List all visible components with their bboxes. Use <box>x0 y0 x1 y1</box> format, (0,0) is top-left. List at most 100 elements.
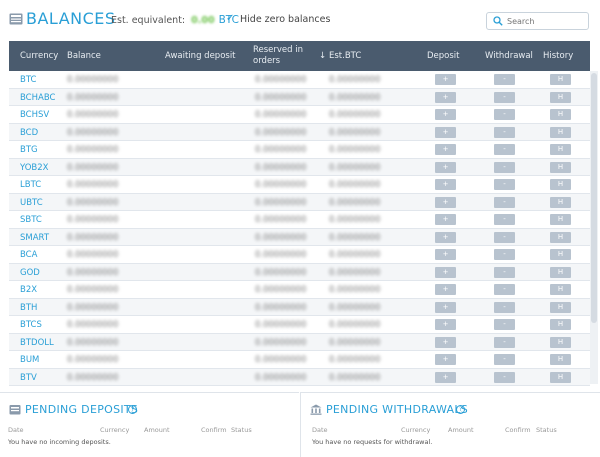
currency-link[interactable]: BTC <box>20 75 37 85</box>
deposit-button[interactable]: + <box>435 354 456 365</box>
table-row: UBTC 0.00000000 0.00000000 0.00000000 + - H <box>9 193 590 211</box>
deposit-button[interactable]: + <box>435 319 456 330</box>
withdrawal-button[interactable]: - <box>494 284 515 295</box>
withdrawal-button[interactable]: - <box>494 126 515 138</box>
withdrawal-button[interactable]: - <box>494 371 515 383</box>
history-button[interactable]: H <box>550 91 571 103</box>
table-row: BUM 0.00000000 0.00000000 0.00000000 + - H <box>9 351 590 369</box>
reserved-value: 0.00000000 <box>255 162 307 173</box>
history-button[interactable]: H <box>550 301 571 313</box>
deposit-button[interactable]: + <box>435 74 456 85</box>
col-reserved[interactable]: Reserved in orders <box>253 45 303 67</box>
deposit-button[interactable]: + <box>435 284 456 295</box>
info-icon[interactable]: ? <box>128 405 137 414</box>
table-row: BTG 0.00000000 0.00000000 0.00000000 + - H <box>9 141 590 159</box>
balances-header: BALANCES Est. equivalent: 0.00 BTC ✓ Hide … <box>0 0 600 40</box>
search-input[interactable] <box>507 14 585 28</box>
currency-link[interactable]: BTV <box>20 372 37 383</box>
reserved-value: 0.00000000 <box>255 215 307 225</box>
history-button[interactable]: H <box>550 266 571 278</box>
deposit-button[interactable]: + <box>435 161 456 173</box>
history-button[interactable]: H <box>550 126 571 138</box>
withdrawal-button[interactable]: - <box>494 196 515 208</box>
pd-col-currency: Currency <box>100 426 130 434</box>
currency-link[interactable]: BTG <box>20 145 38 155</box>
deposit-button[interactable]: + <box>435 109 456 120</box>
currency-link[interactable]: GOD <box>20 267 40 278</box>
currency-link[interactable]: SMART <box>20 232 50 243</box>
col-balance[interactable]: Balance <box>67 51 101 61</box>
currency-link[interactable]: B2X <box>20 285 38 295</box>
deposit-button[interactable]: + <box>435 214 456 225</box>
currency-link[interactable]: LBTC <box>20 180 42 190</box>
info-icon[interactable]: ? <box>456 405 465 414</box>
history-button[interactable]: H <box>550 249 571 260</box>
withdrawal-button[interactable]: - <box>494 354 515 365</box>
reserved-value: 0.00000000 <box>255 110 307 120</box>
currency-link[interactable]: BCHABC <box>20 92 56 103</box>
pw-col-status: Status <box>536 426 557 434</box>
currency-link[interactable]: BTDOLL <box>20 337 54 348</box>
deposit-button[interactable]: + <box>435 179 456 190</box>
history-button[interactable]: H <box>550 214 571 225</box>
history-button[interactable]: H <box>550 74 571 85</box>
withdrawal-button[interactable]: - <box>494 249 515 260</box>
history-button[interactable]: H <box>550 179 571 190</box>
history-button[interactable]: H <box>550 319 571 330</box>
deposit-button[interactable]: + <box>435 196 456 208</box>
history-button[interactable]: H <box>550 109 571 120</box>
withdrawal-button[interactable]: - <box>494 231 515 243</box>
balance-value: 0.00000000 <box>67 92 119 103</box>
deposit-button[interactable]: + <box>435 301 456 313</box>
reserved-value: 0.00000000 <box>255 232 307 243</box>
withdrawal-button[interactable]: - <box>494 319 515 330</box>
col-currency[interactable]: Currency <box>20 51 59 61</box>
withdrawal-button[interactable]: - <box>494 301 515 313</box>
withdrawal-button[interactable]: - <box>494 74 515 85</box>
deposit-button[interactable]: + <box>435 144 456 155</box>
reserved-value: 0.00000000 <box>255 285 307 295</box>
pending-withdrawals-panel: PENDING WITHDRAWALS ? Date Currency Amou… <box>300 392 600 457</box>
hide-zero-label[interactable]: Hide zero balances <box>240 14 331 25</box>
history-button[interactable]: H <box>550 354 571 365</box>
deposit-button[interactable]: + <box>435 231 456 243</box>
history-button[interactable]: H <box>550 231 571 243</box>
col-awaiting-deposit[interactable]: Awaiting deposit <box>165 51 236 61</box>
currency-link[interactable]: BCHSV <box>20 110 50 120</box>
withdrawal-button[interactable]: - <box>494 214 515 225</box>
withdrawal-button[interactable]: - <box>494 144 515 155</box>
withdrawal-button[interactable]: - <box>494 179 515 190</box>
table-row: BCHSV 0.00000000 0.00000000 0.00000000 + - H <box>9 106 590 124</box>
currency-link[interactable]: YOB2X <box>20 162 49 173</box>
currency-link[interactable]: BTCS <box>20 320 42 330</box>
deposit-button[interactable]: + <box>435 371 456 383</box>
currency-link[interactable]: BTH <box>20 302 38 313</box>
currency-link[interactable]: BUM <box>20 355 40 365</box>
table-row: LBTC 0.00000000 0.00000000 0.00000000 + - H <box>9 176 590 194</box>
withdrawal-button[interactable]: - <box>494 161 515 173</box>
history-button[interactable]: H <box>550 196 571 208</box>
pd-col-date: Date <box>8 426 24 434</box>
scrollbar-thumb[interactable] <box>591 73 597 323</box>
history-button[interactable]: H <box>550 336 571 348</box>
currency-link[interactable]: BCA <box>20 250 38 260</box>
history-button[interactable]: H <box>550 284 571 295</box>
deposit-button[interactable]: + <box>435 249 456 260</box>
deposit-button[interactable]: + <box>435 266 456 278</box>
currency-link[interactable]: UBTC <box>20 197 43 208</box>
currency-link[interactable]: BCD <box>20 127 39 138</box>
col-est-btc[interactable]: Est.BTC <box>329 51 362 61</box>
history-button[interactable]: H <box>550 144 571 155</box>
history-button[interactable]: H <box>550 161 571 173</box>
deposit-button[interactable]: + <box>435 336 456 348</box>
deposit-button[interactable]: + <box>435 91 456 103</box>
withdrawal-button[interactable]: - <box>494 109 515 120</box>
deposit-button[interactable]: + <box>435 126 456 138</box>
withdrawal-button[interactable]: - <box>494 266 515 278</box>
withdrawal-button[interactable]: - <box>494 336 515 348</box>
search-box[interactable] <box>486 12 589 30</box>
currency-link[interactable]: SBTC <box>20 215 42 225</box>
withdrawal-button[interactable]: - <box>494 91 515 103</box>
history-button[interactable]: H <box>550 371 571 383</box>
hide-zero-checkbox[interactable]: ✓ <box>226 13 235 24</box>
